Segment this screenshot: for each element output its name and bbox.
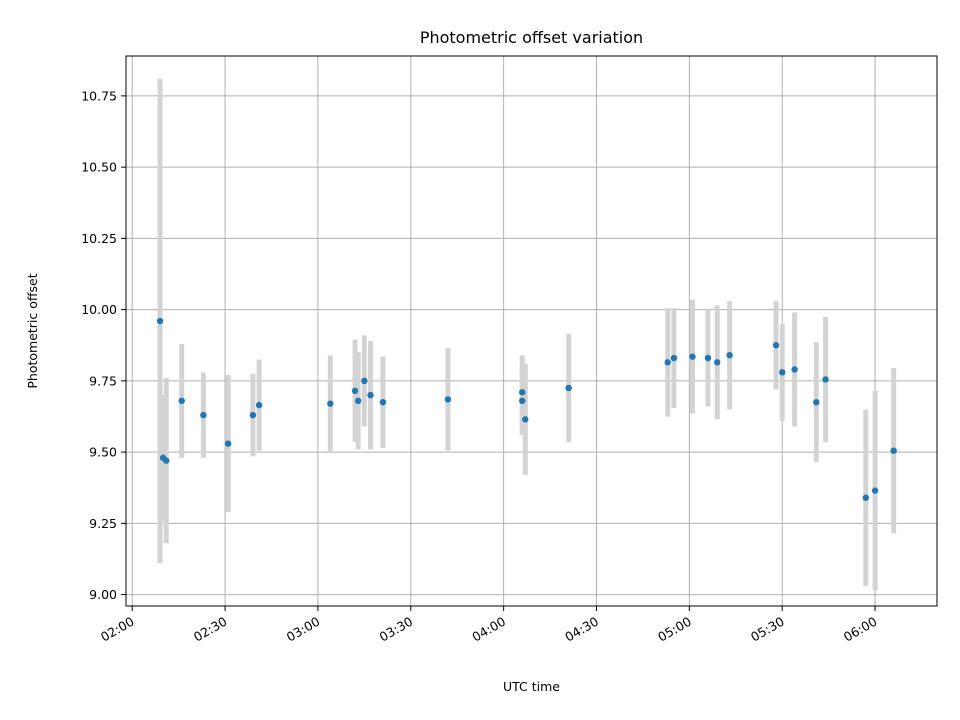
y-axis-label: Photometric offset [25,273,40,388]
data-point [689,353,696,360]
data-point [178,397,185,405]
y-tick-label: 9.25 [89,516,117,531]
y-tick-label: 10.50 [81,160,117,175]
data-point [670,354,678,362]
grid [126,56,937,606]
y-tick-label: 9.50 [89,445,117,460]
data-point [519,389,526,396]
data-point [361,377,368,385]
y-tick-label: 9.00 [89,587,117,602]
x-axis-label: UTC time [503,679,560,694]
data-point [862,494,870,501]
data-point [664,359,671,366]
data-point [163,457,170,464]
data-point [156,317,164,325]
data-point [813,399,820,406]
y-tick-label: 10.00 [81,302,117,317]
y-tick-label: 9.75 [89,373,117,388]
data-point [714,359,721,366]
data-point [779,369,786,376]
data-point [354,397,362,405]
data-point [200,411,207,419]
data-point [871,487,879,494]
data-point [890,447,897,454]
data-point [327,400,334,407]
data-point [772,342,780,349]
data-point [444,396,452,403]
y-tick-label: 10.75 [81,88,117,103]
y-axis: 9.00 9.25 9.50 9.75 10.00 10.25 10.50 10.75 [81,88,126,602]
data-point [519,397,526,405]
data-point [255,401,263,409]
data-point [565,384,572,392]
data-point [249,411,257,419]
data-point [379,399,387,406]
chart-title: Photometric offset variation [420,28,643,47]
data-points [156,317,897,501]
data-point [351,387,359,395]
data-point [367,391,374,399]
data-point [522,416,529,423]
plot-frame [125,55,938,607]
data-point [822,376,829,383]
data-point [704,354,712,362]
data-point [726,352,733,359]
data-point [224,440,232,447]
data-point [791,366,798,373]
y-tick-label: 10.25 [81,231,117,246]
